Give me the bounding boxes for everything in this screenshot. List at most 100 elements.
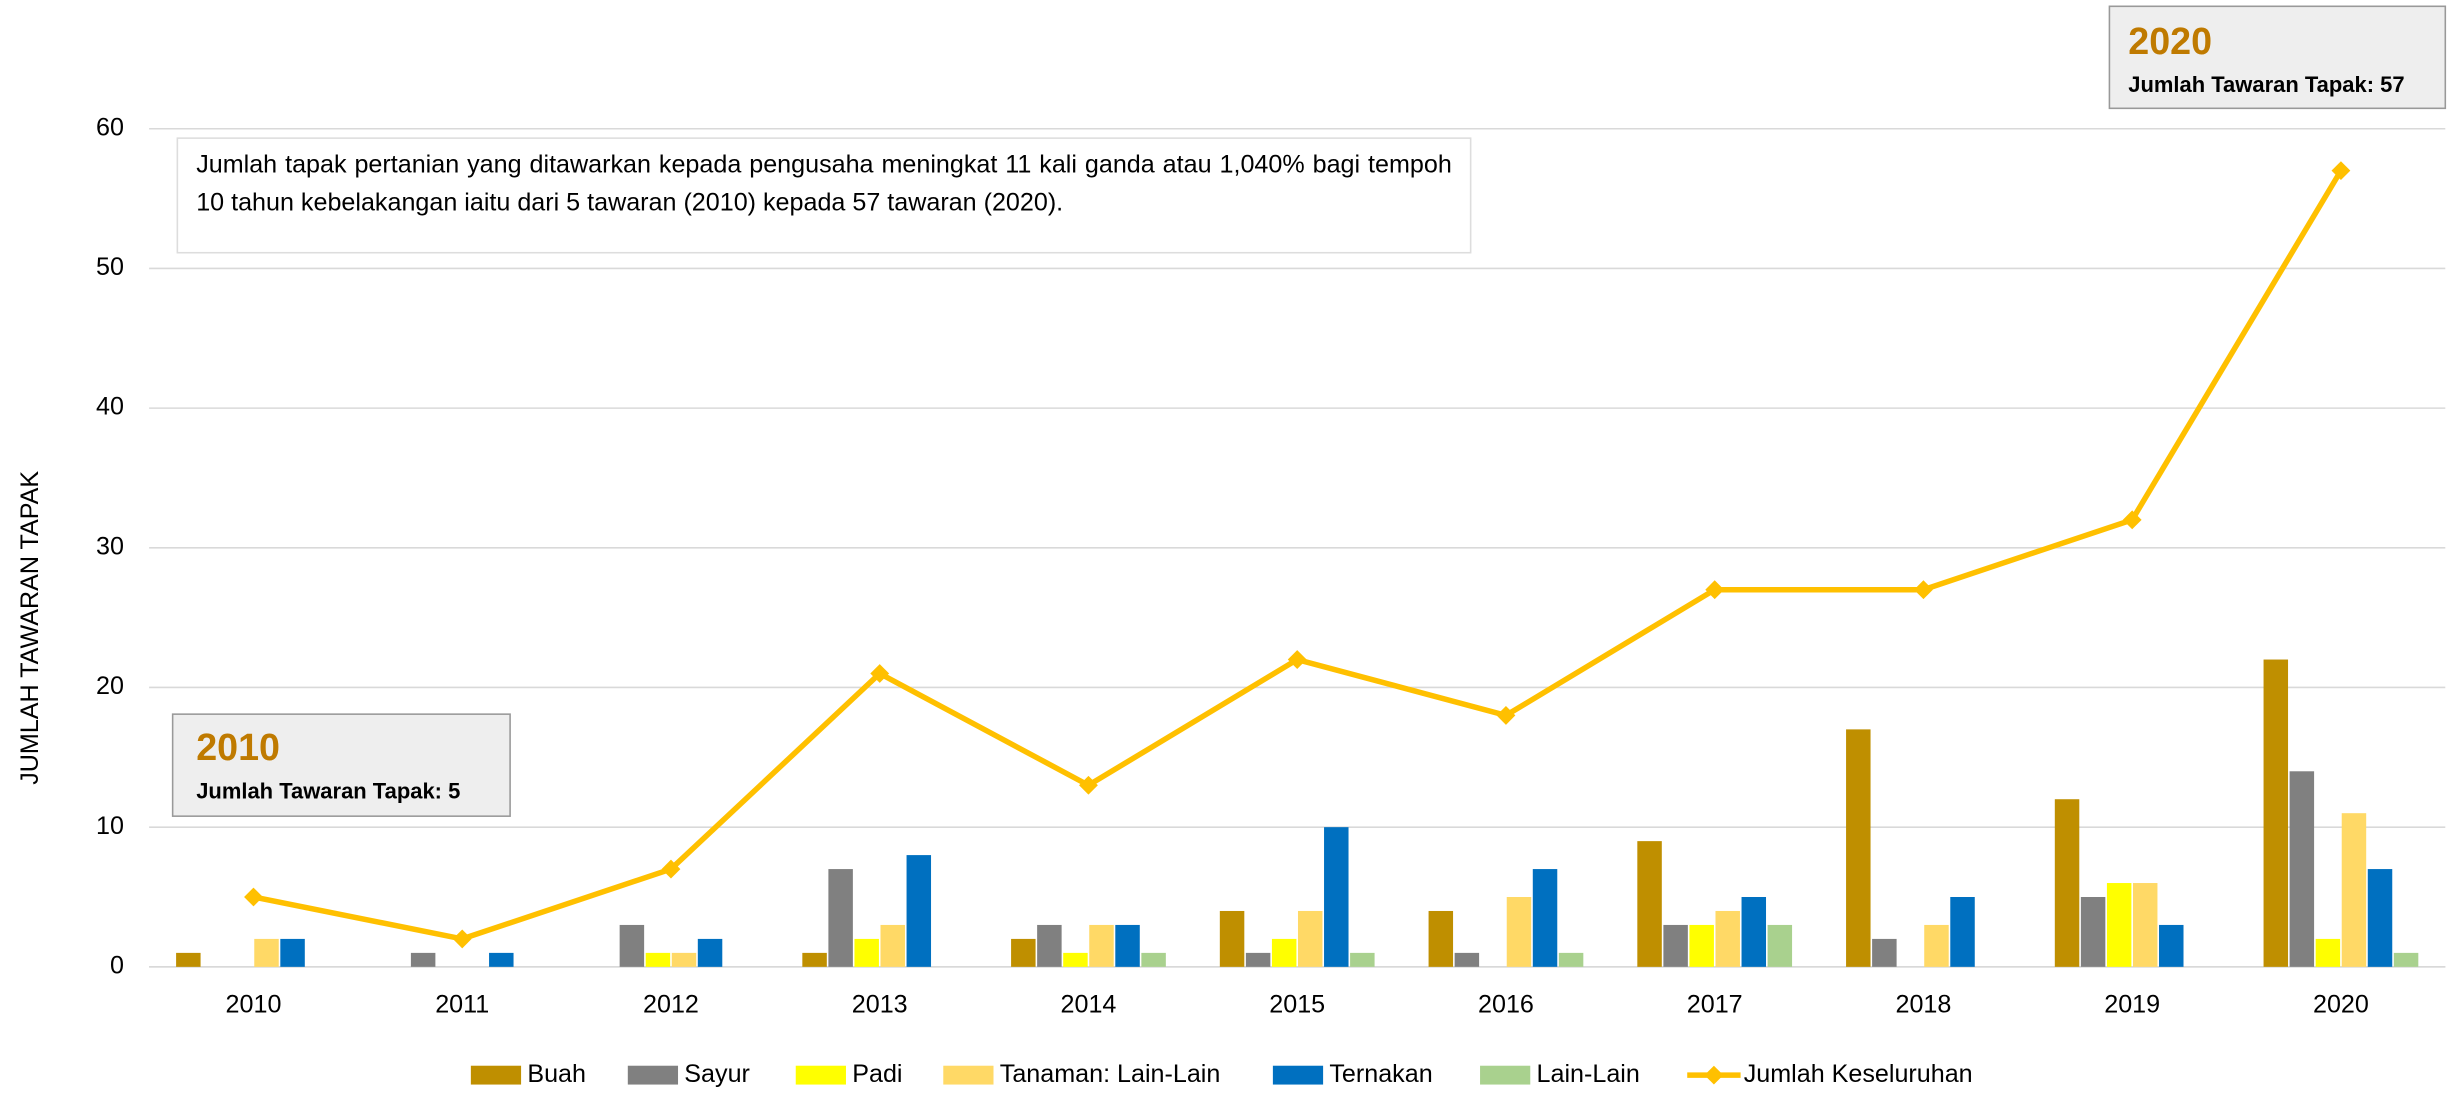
y-tick-label: 50 [96, 253, 124, 281]
bar [619, 924, 645, 967]
y-tick-label: 20 [96, 672, 124, 700]
line-marker [1287, 650, 1307, 669]
bar [880, 924, 905, 967]
bar [1715, 910, 1740, 967]
bar [1846, 729, 1871, 967]
y-tick-label: 30 [96, 532, 124, 560]
bar [697, 938, 723, 967]
legend-label: Buah [527, 1060, 586, 1088]
bar [1767, 924, 1793, 967]
bar [2263, 659, 2289, 967]
bar [1741, 897, 1767, 967]
bar [1219, 910, 1245, 967]
legend-swatch [943, 1065, 994, 1085]
bar [1428, 910, 1454, 967]
bar [1037, 924, 1062, 967]
x-tick-label: 2016 [1478, 991, 1534, 1019]
bar [2159, 924, 2184, 967]
line-marker [2122, 510, 2142, 530]
callout-text: Jumlah Tawaran Tapak: 5 [196, 778, 460, 803]
bar [1454, 952, 1480, 967]
bar [1297, 910, 1323, 967]
bar [906, 855, 932, 967]
y-tick-label: 60 [96, 113, 124, 141]
bar [1115, 924, 1140, 967]
note-container: Jumlah tapak pertanian yang ditawarkan k… [196, 152, 1452, 217]
bar [828, 869, 853, 967]
x-tick-label: 2020 [2313, 991, 2369, 1019]
legend-label: Sayur [684, 1060, 750, 1088]
x-tick-label: 2011 [435, 991, 489, 1019]
legend-label: Padi [852, 1060, 902, 1088]
bar [2393, 952, 2419, 967]
legend-swatch [795, 1065, 846, 1085]
bar [1637, 841, 1662, 967]
bar [1063, 952, 1088, 967]
bar [2315, 938, 2341, 967]
bar [1271, 938, 1297, 967]
bar [671, 952, 697, 967]
legend-label: Ternakan [1329, 1060, 1432, 1088]
legend-swatch [470, 1065, 522, 1085]
bar [176, 952, 201, 967]
legend-label: Lain-Lain [1537, 1060, 1640, 1088]
bar [1350, 952, 1375, 967]
bar [2054, 799, 2080, 967]
bar [2132, 883, 2158, 967]
bar [2106, 883, 2132, 967]
bar [1872, 938, 1897, 967]
y-tick-label: 40 [96, 393, 124, 421]
line-marker [1914, 580, 1933, 600]
legend-swatch [1272, 1065, 1324, 1085]
bar [645, 952, 671, 967]
bar [1689, 924, 1714, 967]
bar [1663, 924, 1688, 967]
bar [489, 952, 514, 967]
x-tick-label: 2017 [1687, 991, 1743, 1019]
callout-box [2108, 5, 2447, 110]
callout-year: 2010 [196, 726, 280, 768]
callout-text: Jumlah Tawaran Tapak: 57 [2128, 72, 2404, 97]
line-marker [244, 887, 263, 907]
bar [1950, 897, 1975, 967]
x-tick-label: 2019 [2104, 991, 2160, 1019]
bar [1324, 827, 1349, 967]
y-tick-label: 0 [110, 951, 124, 979]
bar [410, 952, 436, 967]
callout-year: 2020 [2128, 20, 2212, 62]
legend-swatch [1480, 1065, 1531, 1085]
x-tick-label: 2018 [1896, 991, 1952, 1019]
y-tick-label: 10 [96, 812, 124, 840]
y-axis-label: JUMLAH TAWARAN TAPAK [16, 471, 44, 785]
x-tick-label: 2010 [226, 991, 282, 1019]
note: Jumlah tapak pertanian yang ditawarkan k… [196, 152, 1452, 217]
legend-swatch [1704, 1065, 1724, 1085]
line-marker [452, 929, 472, 949]
legend-label: Jumlah Keseluruhan [1744, 1060, 1973, 1088]
x-tick-label: 2013 [852, 991, 908, 1019]
bar [280, 938, 305, 967]
bar [1924, 924, 1949, 967]
bar [2289, 771, 2315, 967]
line [252, 169, 2344, 942]
bar [854, 938, 879, 967]
note-box [176, 137, 1472, 254]
bar [2080, 897, 2106, 967]
line-marker [1496, 705, 1516, 725]
x-tick-label: 2014 [1061, 991, 1117, 1019]
bar [2341, 813, 2367, 967]
bar [802, 952, 827, 967]
legend-label: Tanaman: Lain-Lain [1000, 1060, 1221, 1088]
bar [1558, 952, 1584, 967]
bar [1011, 938, 1036, 967]
bar [2367, 869, 2393, 967]
x-tick-label: 2012 [643, 991, 699, 1019]
callout-box [171, 713, 511, 817]
bar [1141, 952, 1166, 967]
line-marker [870, 664, 890, 683]
bar [1532, 869, 1558, 967]
bar [1506, 897, 1532, 967]
legend-swatch [627, 1065, 679, 1085]
bar [1245, 952, 1271, 967]
